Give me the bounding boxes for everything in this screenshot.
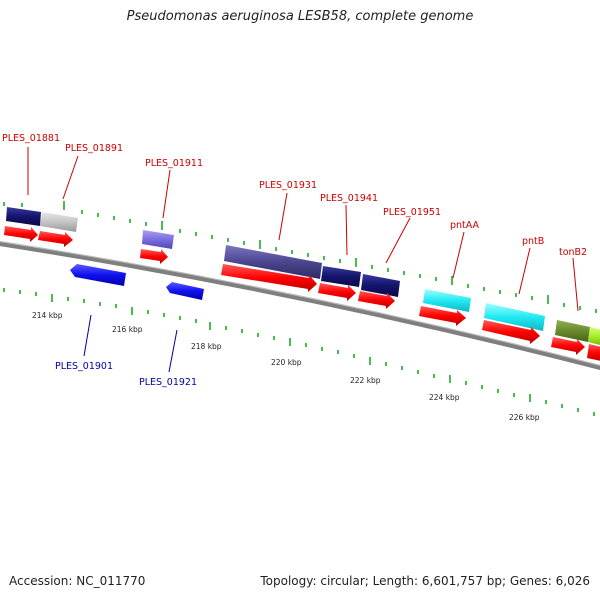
cds-arrow[interactable] bbox=[551, 337, 585, 355]
kbp-label: 226 kbp bbox=[509, 413, 540, 422]
gene-block[interactable] bbox=[484, 303, 545, 331]
gene-block[interactable] bbox=[142, 230, 174, 249]
cds-arrow[interactable] bbox=[166, 282, 204, 300]
cds-arrow[interactable] bbox=[4, 226, 38, 242]
kbp-label: 220 kbp bbox=[271, 358, 302, 367]
accession-text: Accession: NC_011770 bbox=[9, 574, 146, 588]
gene-label[interactable]: PLES_01931 bbox=[259, 180, 317, 191]
gene-block[interactable] bbox=[361, 274, 400, 297]
gene-label[interactable]: PLES_01891 bbox=[65, 143, 123, 154]
cds-arrow[interactable] bbox=[221, 264, 317, 292]
cds-arrow[interactable] bbox=[38, 231, 73, 247]
outer-tick-ring bbox=[3, 201, 597, 313]
gene-label[interactable]: pntAA bbox=[450, 220, 480, 231]
genome-backbone bbox=[0, 241, 600, 371]
gene-label[interactable]: PLES_01921 bbox=[139, 377, 197, 388]
kbp-label: 224 kbp bbox=[429, 393, 460, 402]
cds-arrow[interactable] bbox=[358, 291, 395, 309]
cds-arrow[interactable] bbox=[70, 264, 126, 286]
cds-arrow[interactable] bbox=[140, 249, 168, 264]
gene-label[interactable]: pntB bbox=[522, 236, 544, 247]
label-leaders-top bbox=[27, 147, 579, 312]
gene-label[interactable]: PLES_01881 bbox=[2, 133, 60, 144]
gene-block[interactable] bbox=[588, 327, 600, 346]
kbp-label: 216 kbp bbox=[112, 325, 143, 334]
kbp-label: 214 kbp bbox=[32, 311, 63, 320]
kbp-label: 222 kbp bbox=[350, 376, 381, 385]
cds-row-forward bbox=[4, 226, 600, 362]
gene-label[interactable]: PLES_01911 bbox=[145, 158, 203, 169]
gene-block[interactable] bbox=[224, 245, 322, 279]
cds-arrow[interactable] bbox=[318, 283, 356, 301]
inner-tick-ring bbox=[3, 288, 595, 416]
genome-summary-text: Topology: circular; Length: 6,601,757 bp… bbox=[260, 574, 590, 588]
gene-block[interactable] bbox=[321, 266, 361, 287]
gene-label[interactable]: tonB2 bbox=[559, 247, 587, 258]
gene-label[interactable]: PLES_01941 bbox=[320, 193, 378, 204]
label-leaders-bottom bbox=[83, 314, 178, 373]
cds-arrow[interactable] bbox=[482, 320, 540, 344]
kbp-label: 218 kbp bbox=[191, 342, 222, 351]
feature-row-outer bbox=[6, 207, 600, 346]
gene-block[interactable] bbox=[6, 207, 41, 226]
cds-row-reverse bbox=[70, 264, 204, 300]
cds-arrow[interactable] bbox=[587, 344, 600, 362]
cds-arrow[interactable] bbox=[419, 306, 466, 326]
gene-block[interactable] bbox=[423, 289, 471, 312]
map-title: Pseudomonas aeruginosa LESB58, complete … bbox=[126, 9, 474, 24]
gene-label[interactable]: PLES_01901 bbox=[55, 361, 113, 372]
gene-block[interactable] bbox=[40, 212, 78, 232]
gene-block[interactable] bbox=[555, 320, 590, 342]
gene-label[interactable]: PLES_01951 bbox=[383, 207, 441, 218]
